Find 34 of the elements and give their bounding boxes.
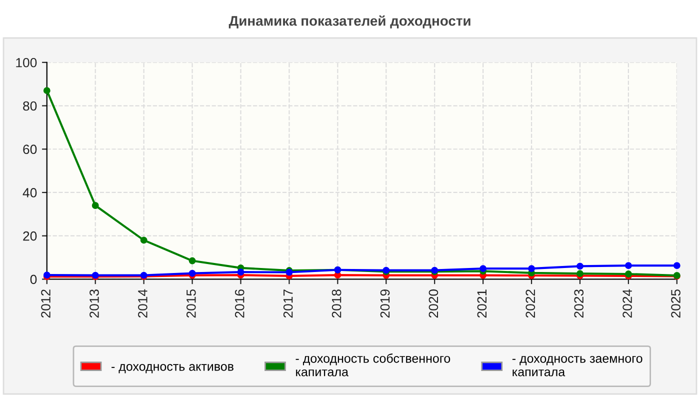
x-tick-label: 2021 xyxy=(477,290,487,318)
x-tick-label: 2024 xyxy=(622,289,632,318)
point xyxy=(576,262,584,270)
x-tick-label: 2013 xyxy=(90,290,99,318)
chart-title: Динамика показателей доходности xyxy=(228,15,470,28)
x-tick-label: 2015 xyxy=(186,289,196,318)
y-tick-label: 60 xyxy=(23,144,37,154)
y-tick-label: 20 xyxy=(23,231,37,241)
legend-label: - доходность заемного капитала xyxy=(512,356,642,376)
point xyxy=(188,257,196,264)
y-tick-label: 0 xyxy=(30,274,37,284)
x-tick-label: 2014 xyxy=(138,289,148,318)
point xyxy=(673,262,680,270)
point xyxy=(140,236,148,244)
x-tick-label: 2012 xyxy=(41,290,50,318)
point xyxy=(43,87,50,94)
point xyxy=(92,202,99,209)
point xyxy=(528,265,535,272)
legend-label: - доходность собственного капитала xyxy=(296,354,450,376)
point xyxy=(237,268,244,276)
x-tick-label: 2017 xyxy=(283,290,293,318)
x-tick-label: 2022 xyxy=(526,290,536,318)
point xyxy=(480,265,487,272)
x-tick-label: 2023 xyxy=(574,290,584,318)
y-tick-label: 100 xyxy=(16,58,37,68)
x-tick-label: 2025 xyxy=(671,289,680,318)
x-tick-label: 2018 xyxy=(332,289,342,318)
y-tick-label: 80 xyxy=(23,101,37,111)
y-tick-label: 40 xyxy=(22,188,37,198)
point xyxy=(624,262,632,270)
legend-label: - доходность активов xyxy=(112,364,234,374)
x-tick-label: 2020 xyxy=(428,289,438,318)
x-tick-label: 2019 xyxy=(380,290,390,318)
x-tick-label: 2016 xyxy=(234,290,244,318)
